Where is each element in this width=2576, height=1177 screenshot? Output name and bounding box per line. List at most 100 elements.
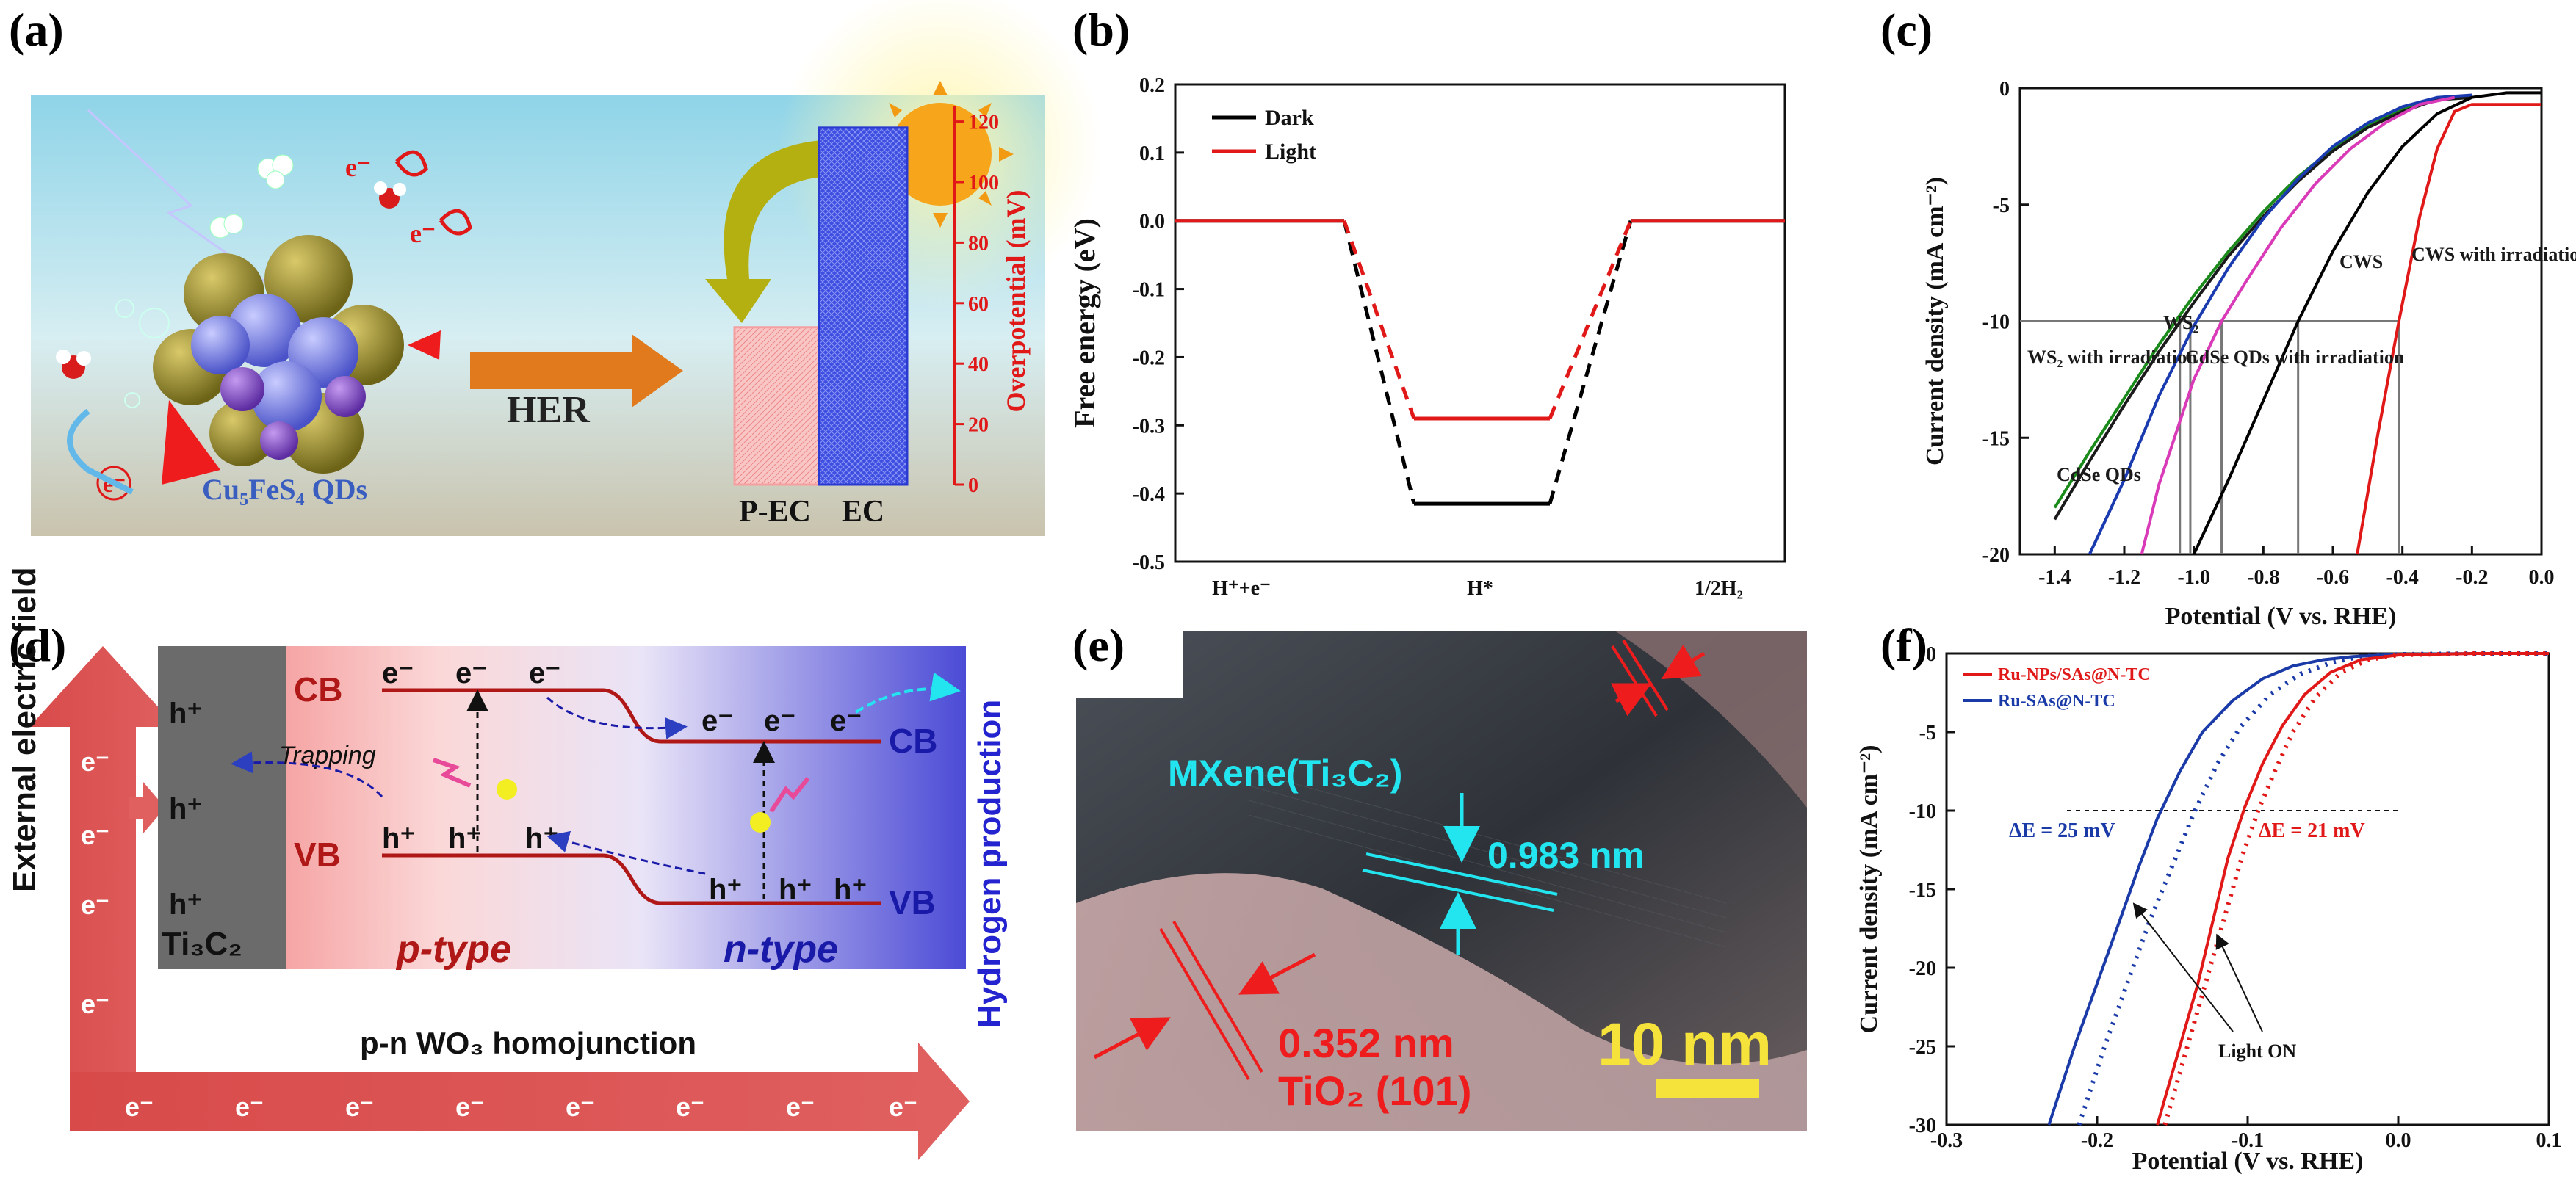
mxene-label: MXene(Ti₃C₂) (1168, 753, 1402, 794)
light-beam-icon (408, 330, 441, 360)
homojunction-label: p-n WO₃ homojunction (360, 1026, 696, 1060)
overpotential-tick-label: 40 (968, 353, 989, 376)
y-axis-label: Free energy (eV) (1068, 218, 1101, 428)
lattice-marker (1362, 869, 1554, 912)
curve-cws (2192, 91, 2541, 555)
electron-label: e⁻ (345, 1092, 374, 1122)
x-tick-label: -0.6 (2317, 566, 2349, 589)
p-type-label: p-type (395, 928, 511, 971)
electron-label: e⁻ (125, 1092, 154, 1122)
electron-label: e⁻ (529, 657, 560, 689)
x-tick-label: -0.4 (2386, 566, 2419, 589)
light-on-label: Light ON (2218, 1040, 2296, 1062)
curve-cdse-qds (2088, 93, 2472, 555)
free-energy-chart: Free energy (eV) 0.2 0.1 0.0 -0.1 -0.2 -0.3 -0.… (1068, 74, 1786, 600)
x-tick-label: -0.8 (2247, 566, 2279, 589)
electron-label: e⁻ (81, 989, 109, 1019)
red-arrow (1611, 683, 1652, 717)
y-tick-label: -10 (1909, 800, 1936, 823)
ti3c2-block (158, 646, 286, 969)
photon-icon (497, 779, 517, 800)
electron-label: e⁻ (81, 747, 109, 777)
light-on-arrow (2215, 933, 2263, 1032)
curve-ru-sas-n-tc (2047, 652, 2549, 1126)
x-tick-label: -1.0 (2178, 566, 2210, 589)
y-tick-label: -0.5 (1133, 551, 1165, 574)
panel-label-c: (c) (1880, 4, 1933, 56)
y-tick-label: 0 (1926, 643, 1936, 666)
overpotential-bar-chart: 0 20 40 60 80 100 120 (733, 106, 999, 497)
energy-transition-light (1342, 220, 1416, 419)
electron-label: e⁻ (81, 890, 109, 920)
red-arrow (1238, 952, 1316, 995)
conduction-band (382, 688, 881, 744)
hole-label: h⁺ (169, 793, 203, 825)
lattice-fringes (1248, 770, 1727, 948)
y-tick-label: -5 (1993, 195, 2010, 217)
y-axis-label: Current density (mA cm⁻²) (1855, 745, 1883, 1034)
overpotential-tick-label: 60 (968, 293, 989, 316)
overpotential-tick-label: 100 (968, 172, 999, 195)
hole-label: h⁺ (779, 874, 812, 906)
n-type-label: n-type (724, 928, 838, 971)
delta-e-label: ΔE = 21 mV (2259, 819, 2365, 842)
panel-d-diagram: External electric field Hydrogen product… (7, 567, 1008, 1160)
overpotential-bar-p-ec (733, 326, 824, 486)
vb-label-left: VB (294, 836, 341, 874)
curve-annotation: CdSe QDs (2057, 464, 2141, 485)
x-tick-label: 1/2H₂ (1695, 577, 1743, 600)
light-icon (769, 777, 810, 813)
x-tick-label: 0.0 (2386, 1129, 2411, 1152)
electron-label: e⁻ (455, 657, 487, 689)
y-tick-label: -5 (1919, 722, 1936, 745)
hole-label: h⁺ (834, 874, 867, 906)
electron-label: e⁻ (889, 1092, 917, 1122)
energy-transition-dark (1548, 220, 1633, 504)
electric-field-arrow (70, 1043, 970, 1160)
energy-transition-dark (1342, 220, 1416, 504)
y-tick-label: -0.3 (1133, 415, 1165, 438)
x-tick-label: -0.2 (2456, 566, 2488, 589)
her-arrow-icon (470, 334, 683, 408)
overpotential-tick-label: 80 (968, 232, 989, 255)
curve-ru-sas-n-tc-light- (2077, 651, 2549, 1126)
electron-label: e⁻ (676, 1092, 704, 1122)
y-tick-label: -10 (1982, 311, 2010, 334)
electron-label: e⁻ (345, 153, 371, 182)
x-tick-label: -1.2 (2108, 566, 2140, 589)
hole-label: h⁺ (709, 874, 743, 906)
electron-icon (394, 150, 472, 236)
curve-cws-with-irradiation (2356, 103, 2541, 555)
arrow-icon (129, 782, 165, 833)
hole-label: h⁺ (448, 822, 482, 855)
h2-evolution-arrow (854, 672, 961, 714)
ti3c2-label: Ti₃C₂ (162, 926, 242, 962)
y-tick-label: -0.1 (1133, 279, 1165, 302)
y-tick-label: 0.0 (1139, 211, 1165, 233)
light-on-arrow (2132, 902, 2234, 1032)
y-tick-label: -20 (1982, 544, 2010, 567)
electron-label: e⁻ (566, 1092, 594, 1122)
curve-ws- (2053, 95, 2472, 521)
photon-icon (750, 812, 771, 833)
water-molecule-icon (374, 181, 406, 209)
y-tick-label: -25 (1909, 1036, 1936, 1059)
legend-label: Dark (1265, 106, 1314, 130)
panel-a-illustration: e⁻ e⁻ e⁻ HER Cu₅FeS₄ QDs (31, 0, 1102, 536)
curve-annotation: CWS with irradiation (2411, 244, 2576, 265)
hole-label: h⁺ (169, 888, 203, 921)
y-tick-label: -30 (1909, 1115, 1936, 1137)
curve-annotation: CdSe QDs with irradiation (2185, 347, 2405, 368)
legend-label: Ru-NPs/SAs@N-TC (1998, 665, 2151, 684)
tio2-region (1616, 631, 1807, 808)
x-tick-label: -0.3 (1930, 1129, 1963, 1152)
tio2-plane-label: TiO₂ (101) (1278, 1068, 1471, 1114)
y-tick-label: -20 (1909, 957, 1936, 980)
electron-label: e⁻ (786, 1092, 815, 1122)
red-arrow (1661, 644, 1706, 680)
hole-label: h⁺ (382, 822, 416, 855)
lattice-marker (1365, 852, 1558, 896)
current-density-chart-c: Current density (mA cm⁻²) Potential (V vs… (1922, 78, 2576, 630)
x-tick-label: -1.4 (2038, 566, 2071, 589)
